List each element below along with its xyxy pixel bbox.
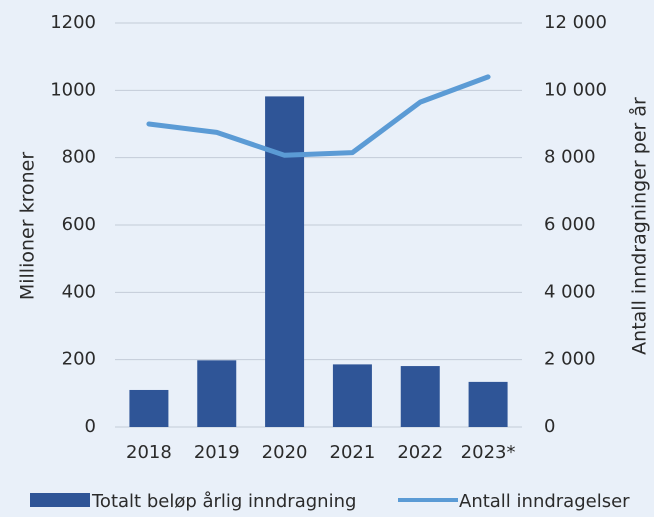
left-tick-label: 800: [62, 147, 96, 168]
left-tick-label: 600: [62, 214, 96, 235]
x-tick-label: 2021: [330, 442, 376, 463]
right-tick-label: 10 000: [544, 79, 607, 100]
x-axis-ticks: 2018 2019 2020 2021 2022 2023*: [126, 442, 515, 463]
bar: [400, 366, 440, 427]
right-axis-title: Antall inndragninger per år: [628, 97, 651, 355]
series-line: [146, 74, 491, 158]
legend-label-line: Antall inndragelser: [459, 491, 630, 512]
x-tick-label: 2019: [194, 442, 240, 463]
left-axis-ticks: 0 200 400 600 800 1000 1200: [50, 12, 96, 437]
gridlines: [115, 22, 522, 428]
x-tick-label: 2020: [262, 442, 308, 463]
left-tick-label: 1200: [50, 12, 96, 33]
bar: [129, 389, 169, 427]
legend: Totalt beløp årlig inndragning Antall in…: [30, 491, 630, 512]
right-tick-label: 6 000: [544, 214, 596, 235]
right-tick-label: 4 000: [544, 281, 596, 302]
bar: [468, 381, 508, 427]
x-tick-label: 2023*: [461, 442, 516, 463]
x-tick-label: 2022: [397, 442, 443, 463]
right-tick-label: 0: [544, 416, 555, 437]
bar-series: [129, 96, 508, 427]
bar: [265, 96, 305, 427]
right-tick-label: 8 000: [544, 147, 596, 168]
left-tick-label: 200: [62, 349, 96, 370]
left-tick-label: 400: [62, 281, 96, 302]
right-axis-ticks: 0 2 000 4 000 6 000 8 000 10 000 12 000: [544, 12, 607, 437]
right-tick-label: 12 000: [544, 12, 607, 33]
left-tick-label: 0: [85, 416, 96, 437]
bar: [197, 360, 237, 427]
legend-swatch-bar: [30, 493, 90, 507]
line-series: [146, 74, 491, 158]
x-tick-label: 2018: [126, 442, 172, 463]
left-tick-label: 1000: [50, 79, 96, 100]
legend-label-bar: Totalt beløp årlig inndragning: [91, 491, 356, 512]
left-axis-title: Millioner kroner: [17, 152, 39, 300]
right-tick-label: 2 000: [544, 349, 596, 370]
bar: [332, 364, 372, 427]
